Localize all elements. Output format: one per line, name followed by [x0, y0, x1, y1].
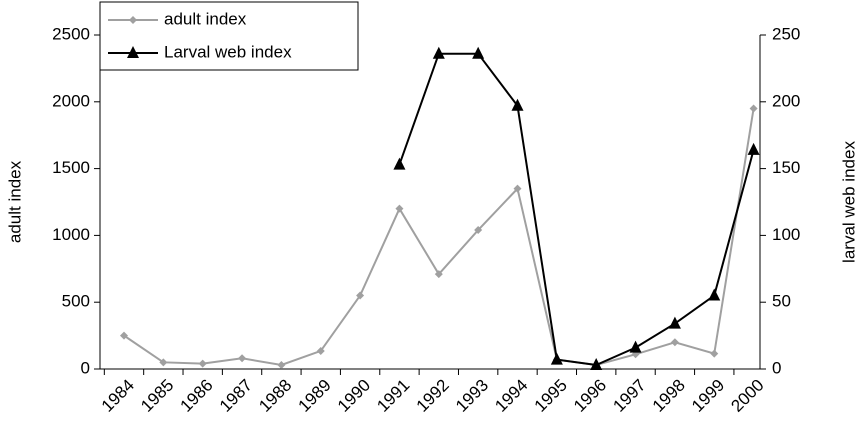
data-point [511, 98, 524, 111]
x-tick-label: 1999 [688, 376, 728, 416]
x-tick-label: 1996 [570, 376, 610, 416]
data-point [120, 331, 128, 340]
x-tick-label: 1992 [413, 376, 453, 416]
y2-tick-label: 200 [772, 91, 800, 110]
legend-label: Larval web index [164, 42, 292, 61]
data-point [590, 357, 603, 370]
data-point [550, 352, 563, 365]
y-tick-label: 1000 [52, 225, 90, 244]
data-point [668, 316, 681, 329]
y-tick-label: 0 [81, 358, 90, 377]
data-point [747, 142, 760, 155]
x-tick-label: 1989 [295, 376, 335, 416]
data-point [434, 270, 443, 279]
y2-tick-label: 150 [772, 158, 800, 177]
legend-marker [129, 16, 137, 24]
data-point [670, 338, 679, 347]
data-point [159, 358, 168, 367]
data-point [513, 184, 522, 193]
y2-axis-label: larval web index [839, 141, 858, 263]
x-tick-label: 1985 [137, 376, 177, 416]
data-point [710, 349, 719, 358]
y-tick-label: 2000 [52, 91, 90, 110]
data-point [395, 204, 404, 213]
legend-box [99, 1, 359, 71]
data-point [238, 354, 247, 363]
legend-marker [127, 46, 139, 58]
y-tick-label: 500 [62, 292, 90, 311]
data-point [356, 291, 365, 300]
legend-label: adult index [164, 9, 247, 28]
series-line [398, 52, 755, 367]
x-tick-label: 1987 [216, 376, 256, 416]
y-axis-label: adult index [5, 160, 24, 243]
data-point [472, 46, 485, 59]
x-tick-label: 1991 [373, 376, 413, 416]
x-tick-label: 1984 [98, 376, 138, 416]
y-tick-label: 2500 [52, 24, 90, 43]
y2-tick-label: 100 [772, 225, 800, 244]
x-tick-label: 2000 [727, 376, 767, 416]
data-point [393, 157, 406, 170]
series-line [123, 108, 755, 367]
x-tick-label: 1986 [177, 376, 217, 416]
x-tick-label: 1998 [649, 376, 689, 416]
x-tick-label: 1988 [255, 376, 295, 416]
x-tick-label: 1995 [531, 376, 571, 416]
x-tick-label: 1997 [609, 376, 649, 416]
x-tick-label: 1994 [491, 376, 531, 416]
y2-tick-label: 50 [772, 292, 791, 311]
y2-tick-label: 0 [772, 358, 781, 377]
data-point [749, 104, 758, 113]
data-point [316, 346, 325, 355]
x-tick-label: 1993 [452, 376, 492, 416]
data-point [277, 360, 286, 369]
data-point [629, 340, 642, 353]
y-tick-label: 1500 [52, 158, 90, 177]
x-tick-label: 1990 [334, 376, 374, 416]
y2-tick-label: 250 [772, 24, 800, 43]
data-point [474, 226, 483, 235]
data-point [432, 46, 445, 59]
data-point [708, 288, 721, 301]
data-point [198, 359, 207, 368]
